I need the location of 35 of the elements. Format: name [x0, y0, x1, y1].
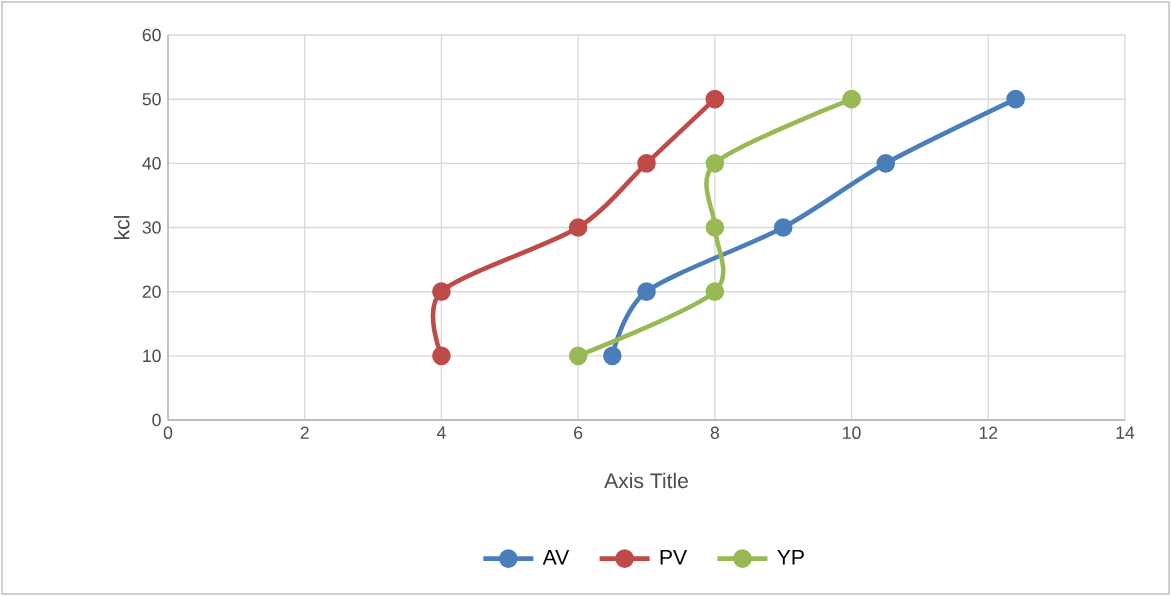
x-tick-label: 6 — [574, 426, 583, 439]
point — [637, 154, 656, 173]
point — [876, 154, 896, 173]
x-tick-label: 0 — [163, 426, 173, 439]
x-tick-label: 2 — [300, 426, 309, 439]
point — [773, 218, 793, 237]
x-tick-label: 8 — [710, 426, 720, 439]
point — [842, 89, 861, 109]
point — [432, 346, 451, 366]
x-axis-title: Axis Title — [604, 472, 688, 489]
y-tick-label: 10 — [143, 349, 161, 363]
point — [705, 89, 725, 109]
y-tick-label: 50 — [142, 92, 161, 106]
x-tick-label: 10 — [843, 426, 861, 439]
y-axis-title: kcl — [113, 216, 130, 239]
y-tick-label: 0 — [152, 413, 161, 427]
point — [705, 282, 725, 301]
point — [705, 218, 725, 237]
point — [637, 282, 656, 301]
y-tick-label: 30 — [142, 221, 161, 234]
x-tick-label: 12 — [979, 426, 998, 439]
legend-label: AV — [542, 550, 570, 565]
legend-label: YP — [777, 550, 804, 565]
point — [1006, 89, 1025, 109]
legend-label: PV — [660, 550, 687, 565]
x-tick-label: 14 — [1116, 426, 1135, 439]
point — [432, 282, 451, 301]
point — [568, 218, 588, 237]
x-tick-label: 4 — [436, 426, 446, 439]
y-tick-label: 60 — [142, 28, 161, 42]
point — [568, 346, 588, 366]
y-tick-label: 40 — [142, 157, 161, 170]
y-tick-label: 20 — [142, 285, 161, 298]
point — [603, 346, 622, 366]
point — [705, 154, 725, 173]
